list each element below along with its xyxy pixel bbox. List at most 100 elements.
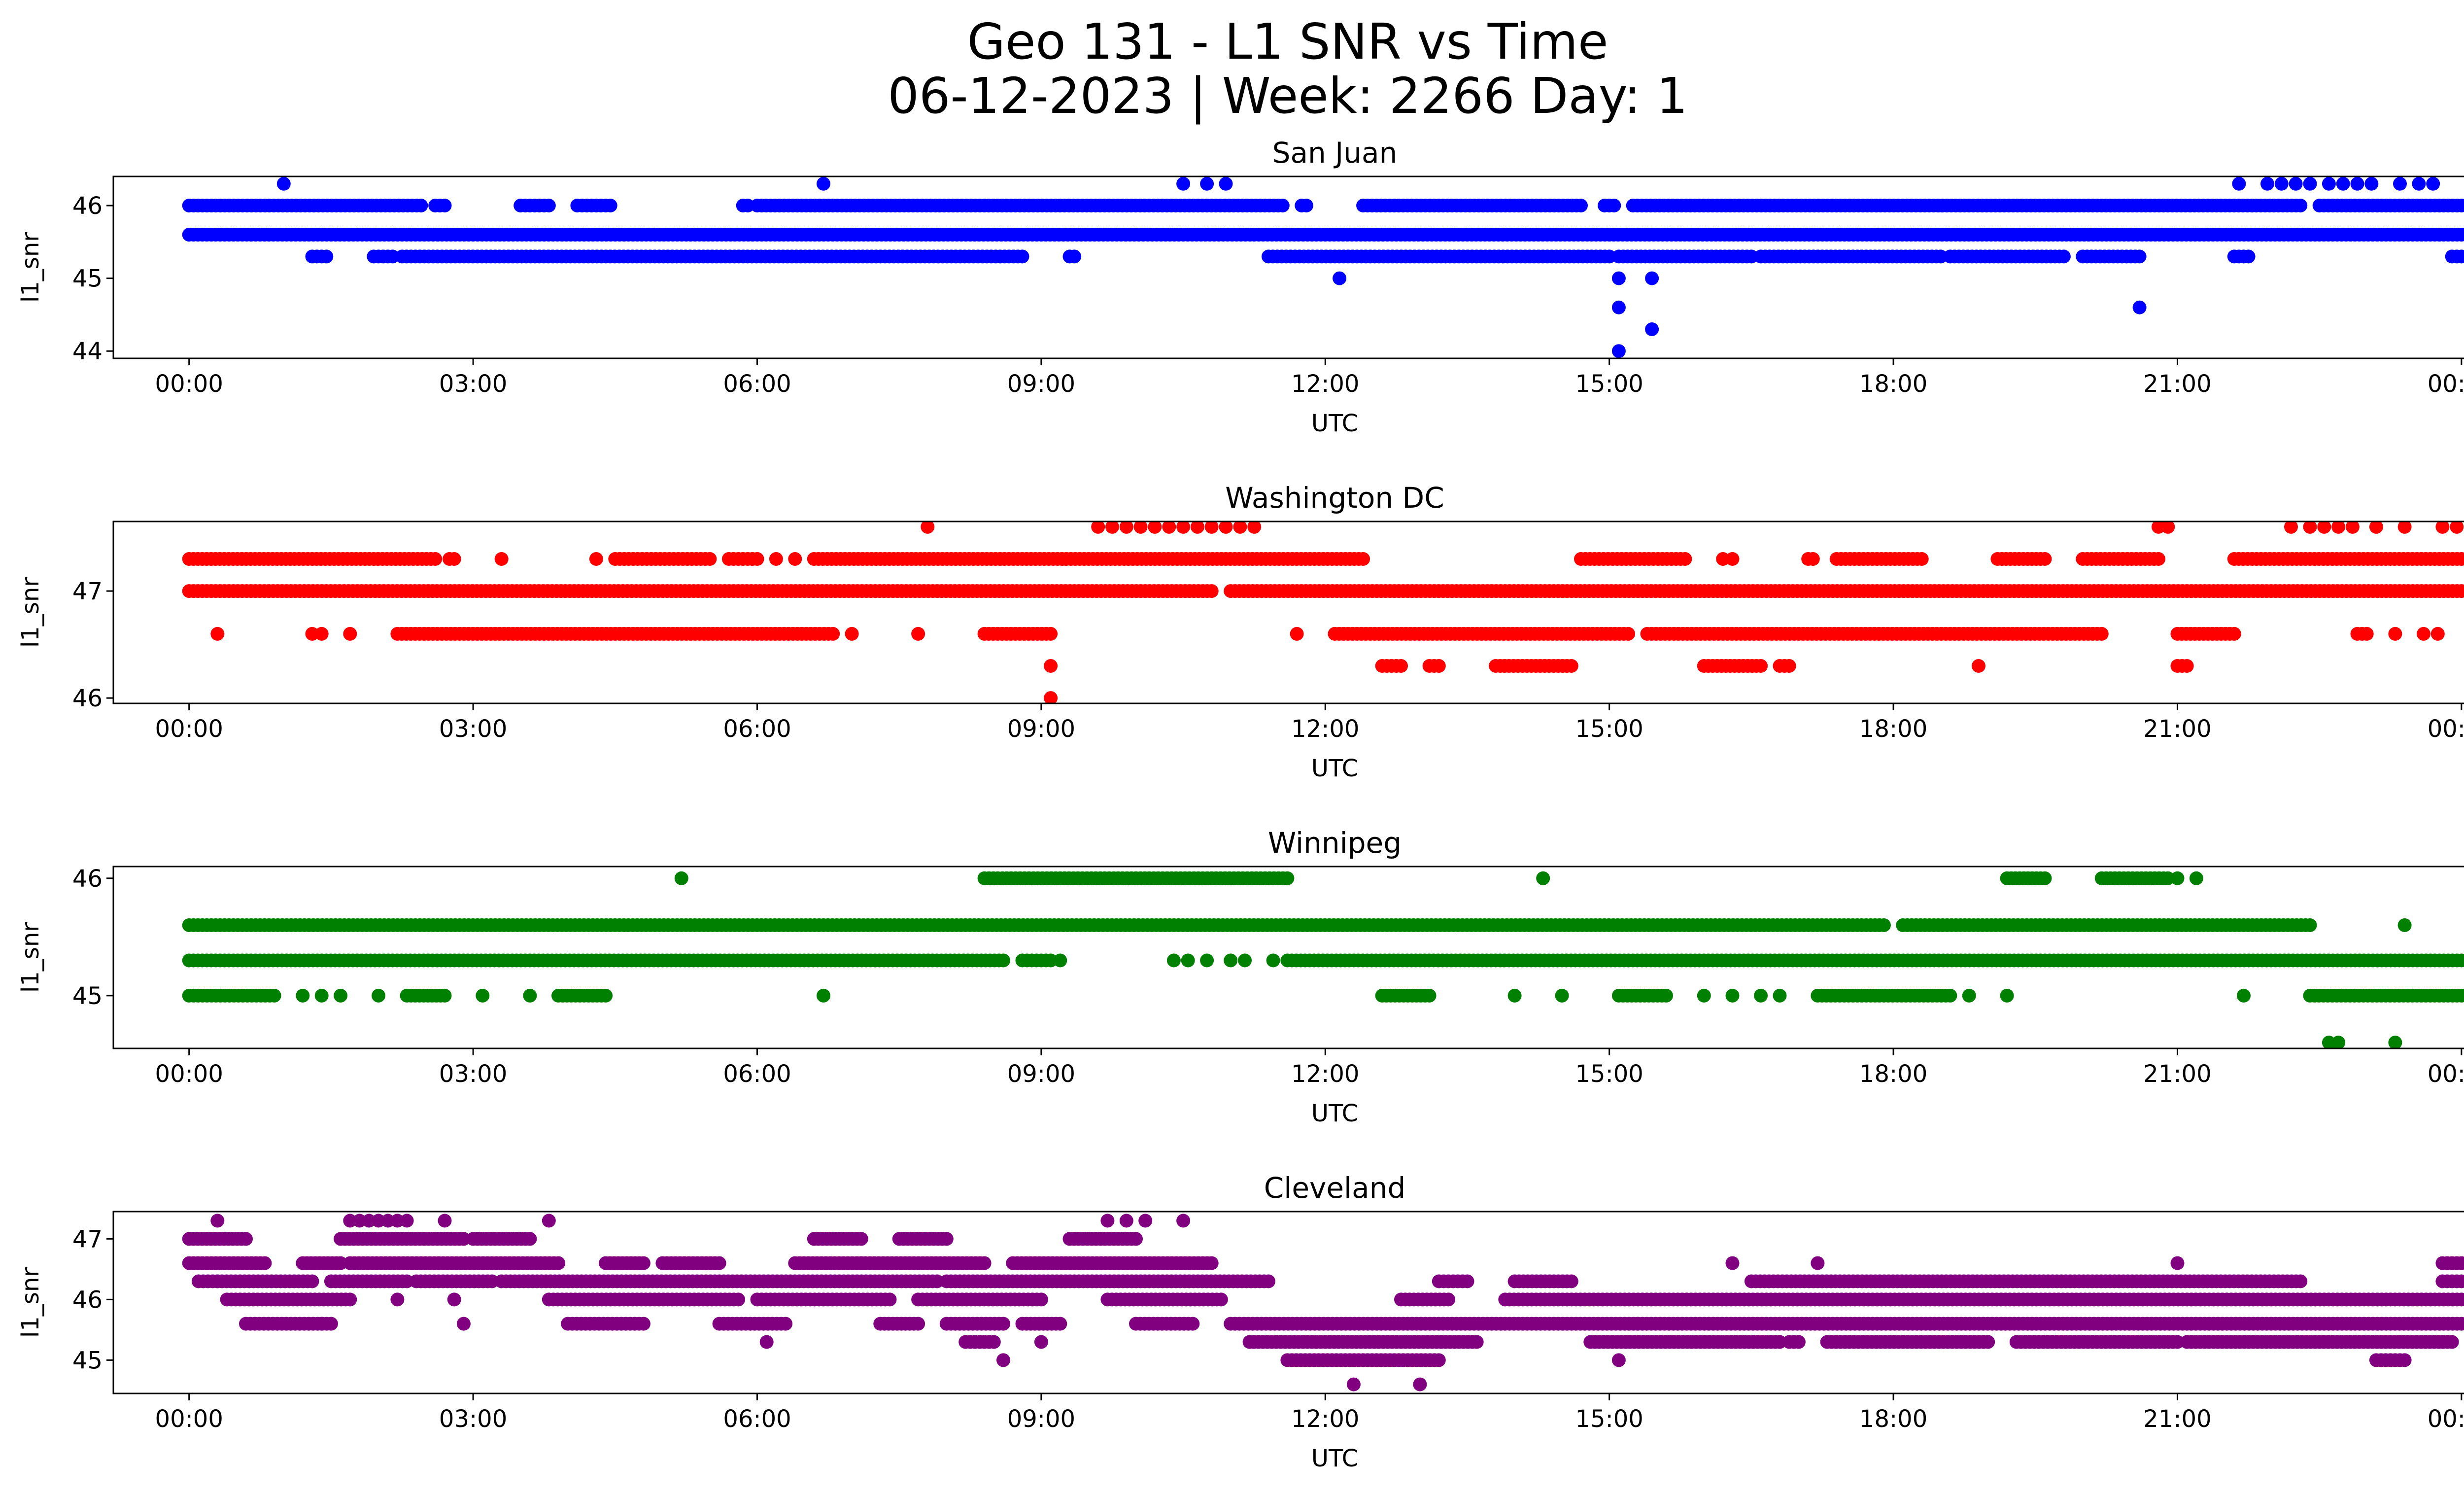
x-tick-label: 03:00: [439, 370, 507, 398]
data-point: [1536, 871, 1550, 885]
data-point: [2454, 199, 2464, 212]
data-point: [977, 1256, 992, 1270]
data-point: [2132, 300, 2147, 314]
y-tick-label: 45: [72, 265, 103, 293]
data-point: [2345, 522, 2360, 534]
data-point: [372, 988, 385, 1003]
x-tick-label: 12:00: [1291, 370, 1359, 398]
data-point: [1166, 953, 1181, 968]
data-point: [476, 988, 490, 1003]
data-point: [1162, 522, 1176, 534]
data-point: [494, 552, 509, 566]
data-point: [324, 1317, 338, 1331]
data-point: [939, 1232, 954, 1246]
data-point: [2454, 953, 2464, 968]
data-point: [930, 1274, 944, 1288]
data-point: [817, 988, 830, 1003]
data-points: [182, 1214, 2464, 1391]
data-point: [674, 871, 688, 885]
data-point: [2454, 249, 2464, 264]
data-point: [2336, 176, 2350, 191]
data-point: [1262, 1274, 1275, 1288]
data-point: [1962, 988, 1976, 1003]
data-point: [1044, 659, 1058, 673]
x-tick-label: 03:00: [439, 715, 507, 743]
x-axis-label: UTC: [1311, 410, 1358, 437]
data-point: [414, 199, 428, 212]
x-tick-label: 15:00: [1575, 370, 1643, 398]
data-point: [1148, 522, 1162, 534]
data-point: [1204, 522, 1219, 534]
data-point: [2232, 176, 2246, 191]
data-point: [731, 1292, 746, 1307]
data-point: [2454, 1256, 2464, 1270]
data-point: [438, 988, 452, 1003]
data-point: [1356, 552, 1370, 566]
data-point: [1219, 522, 1233, 534]
data-point: [239, 1232, 253, 1246]
data-point: [1200, 953, 1214, 968]
data-point: [788, 552, 802, 566]
data-point: [1214, 1292, 1228, 1307]
data-point: [603, 199, 617, 212]
x-tick-label: 09:00: [1007, 1060, 1075, 1088]
data-point: [1441, 1292, 1456, 1307]
data-point: [1219, 176, 1233, 191]
data-point: [636, 1256, 650, 1270]
data-point: [1645, 271, 1659, 285]
data-point: [2056, 249, 2071, 264]
data-point: [1877, 918, 1891, 932]
data-point: [712, 1256, 726, 1270]
data-point: [1744, 249, 1758, 264]
subplot-title: Winnipeg: [1268, 826, 1402, 860]
data-point: [1422, 988, 1437, 1003]
data-point: [911, 626, 925, 641]
data-point: [305, 626, 319, 641]
data-point: [1224, 953, 1238, 968]
data-point: [1754, 988, 1768, 1003]
x-tick-label: 00:00: [2428, 370, 2464, 398]
figure-title-line-2: 06-12-2023 | Week: 2266 Day: 1: [888, 67, 1688, 125]
data-point: [1564, 659, 1578, 673]
subplot-title: Cleveland: [1264, 1171, 1406, 1205]
data-point: [2393, 176, 2407, 191]
x-tick-label: 00:00: [2428, 1060, 2464, 1088]
data-point: [1091, 522, 1105, 534]
data-point: [2364, 176, 2379, 191]
data-point: [1280, 871, 1295, 885]
figure-title-line-1: Geo 131 - L1 SNR vs Time: [967, 13, 1608, 70]
data-point: [2360, 626, 2374, 641]
data-point: [334, 988, 348, 1003]
data-point: [2189, 871, 2203, 885]
y-axis-label: l1_snr: [17, 232, 44, 303]
x-tick-label: 15:00: [1575, 1060, 1643, 1088]
data-point: [2132, 249, 2147, 264]
data-point: [276, 176, 291, 191]
x-tick-label: 00:00: [155, 1060, 223, 1088]
x-tick-label: 12:00: [1291, 1060, 1359, 1088]
data-point: [1754, 659, 1768, 673]
x-tick-label: 09:00: [1007, 715, 1075, 743]
data-point: [1716, 552, 1730, 566]
data-point: [636, 1317, 650, 1331]
data-point: [1129, 1232, 1143, 1246]
data-point: [1602, 249, 1616, 264]
data-point: [817, 176, 830, 191]
data-point: [258, 1256, 272, 1270]
data-points: [182, 871, 2464, 1048]
y-tick-label: 45: [72, 982, 103, 1010]
data-point: [826, 626, 840, 641]
data-point: [2350, 176, 2364, 191]
y-tick-label: 46: [72, 685, 103, 712]
data-point: [551, 1256, 565, 1270]
data-point: [523, 1232, 537, 1246]
data-point: [1190, 522, 1204, 534]
data-point: [1200, 176, 1214, 191]
data-point: [2317, 522, 2331, 534]
data-point: [779, 1317, 793, 1331]
data-point: [2454, 1292, 2464, 1307]
data-point: [1460, 1274, 1474, 1288]
data-point: [1574, 199, 1588, 212]
